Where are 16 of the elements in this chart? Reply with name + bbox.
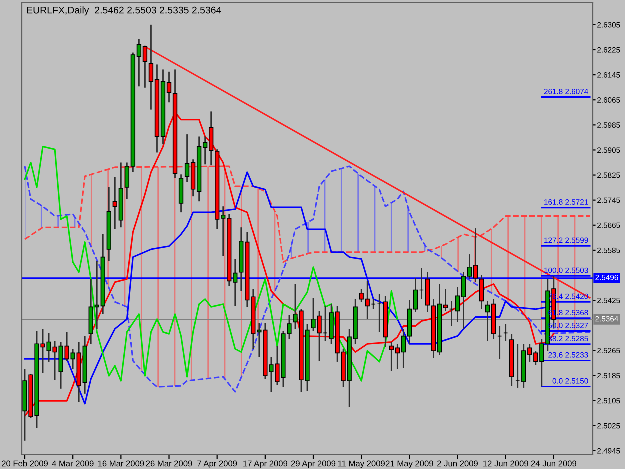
- x-tick-label: 26 Mar 2009: [146, 460, 192, 467]
- x-tick-label: 4 Mar 2009: [52, 460, 94, 467]
- x-tick-label: 20 Feb 2009: [2, 460, 48, 467]
- x-tick-label: 29 Apr 2009: [291, 460, 336, 468]
- line-series: [24, 146, 398, 382]
- x-tick-label: 24 Jun 2009: [531, 460, 576, 467]
- line-series: [24, 166, 591, 264]
- x-tick-label: 7 Apr 2009: [198, 460, 238, 468]
- x-tick-label: 2 Jun 2009: [438, 460, 478, 467]
- x-tick-label: 21 May 2009: [386, 460, 434, 468]
- x-tick-label: 16 Mar 2009: [98, 460, 144, 467]
- x-tick-label: 17 Apr 2009: [244, 460, 288, 468]
- x-tick-label: 11 May 2009: [338, 460, 385, 468]
- candlestick: [479, 274, 484, 310]
- x-tick-label: 12 Jun 2009: [484, 460, 528, 467]
- chart-title: EURLFX,Daily 2.5462 2.5503 2.5335 2.5364: [27, 6, 222, 16]
